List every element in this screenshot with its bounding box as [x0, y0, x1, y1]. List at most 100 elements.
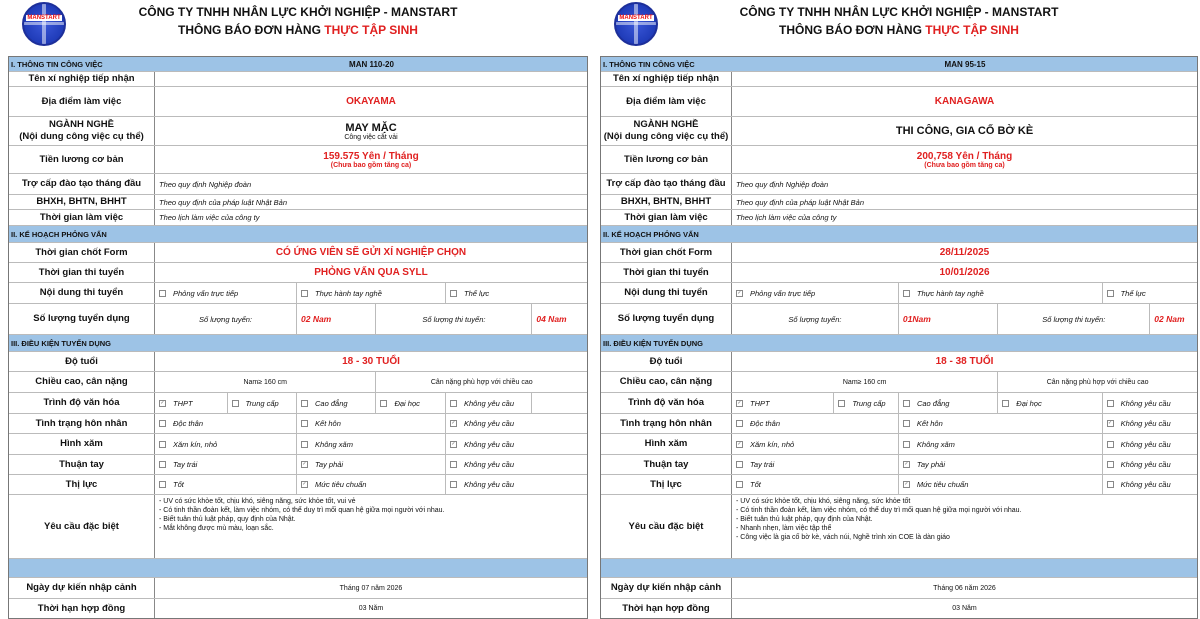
option-cell[interactable]: Cao đẳng [296, 393, 375, 413]
option-cell[interactable]: Không xăm [897, 434, 1102, 454]
option-label: Không yêu cầu [463, 419, 515, 428]
checkbox-icon[interactable] [449, 289, 457, 297]
requirement-line: - Có tinh thần đoàn kết, làm việc nhóm, … [736, 507, 1022, 514]
option-cell[interactable]: Kết hôn [897, 414, 1102, 433]
checkbox-icon[interactable] [301, 289, 309, 297]
field-value: Tháng 06 năm 2026 [732, 578, 1197, 598]
checkbox-checked-icon[interactable]: ✓ [736, 440, 743, 448]
checkbox-icon[interactable] [159, 481, 166, 488]
section-title: II. KẾ HOẠCH PHỎNG VẤN [603, 229, 699, 239]
checkbox-icon[interactable] [736, 420, 743, 427]
field-value: Nam≥ 160 cm Cân nặng phù hợp với chiều ca… [155, 372, 587, 392]
option-cell[interactable]: Tốt [155, 475, 296, 494]
checkbox-icon[interactable] [159, 461, 166, 468]
checkbox-icon[interactable] [159, 289, 166, 297]
option-cell[interactable]: Không yêu cầu [444, 455, 587, 474]
option-label: Không yêu cầu [463, 460, 515, 469]
option-cell[interactable]: Không yêu cầu [444, 393, 531, 413]
checkbox-checked-icon[interactable]: ✓ [902, 461, 910, 468]
checkbox-icon[interactable] [1106, 399, 1114, 407]
option-cell[interactable]: Trung cấp [833, 393, 898, 413]
option-cell[interactable]: Tay trái [732, 455, 898, 474]
option-cell[interactable]: Xăm kín, nhỏ [155, 434, 296, 454]
option-cell[interactable]: Độc thân [732, 414, 898, 433]
checkbox-checked-icon[interactable]: ✓ [301, 461, 309, 468]
checkbox-icon[interactable] [1106, 461, 1114, 468]
option-cell[interactable]: ✓ THPT [155, 393, 227, 413]
checkbox-icon[interactable] [1106, 481, 1114, 488]
option-label: Thể lực [1120, 288, 1146, 298]
option-cell[interactable]: Tốt [732, 475, 898, 494]
field-value: Tay trái ✓ Tay phải Không yêu cầu [732, 455, 1197, 474]
checkbox-checked-icon[interactable]: ✓ [902, 481, 910, 488]
checkbox-icon[interactable] [159, 420, 166, 427]
checkbox-icon[interactable] [902, 440, 910, 448]
checkbox-checked-icon[interactable]: ✓ [449, 420, 457, 427]
checkbox-icon[interactable] [902, 399, 910, 407]
option-cell[interactable]: ✓ THPT [732, 393, 833, 413]
checkbox-checked-icon[interactable]: ✓ [1106, 420, 1114, 427]
option-cell[interactable]: ✓ Tay phải [296, 455, 445, 474]
checkbox-icon[interactable] [736, 481, 743, 488]
split-value: Cân nặng phù hợp với chiều cao [375, 372, 587, 392]
form-row: NGÀNH NGHỀ (Nội dung công việc cụ thể) TH… [601, 116, 1197, 145]
option-cell[interactable]: ✓ Mức tiêu chuẩn [897, 475, 1102, 494]
option-cell[interactable]: Không yêu cầu [1101, 434, 1197, 454]
option-cell[interactable]: Thực hành tay nghề [897, 283, 1102, 303]
option-cell[interactable]: Đại học [375, 393, 445, 413]
checkbox-icon[interactable] [838, 399, 846, 407]
option-cell[interactable]: Không xăm [296, 434, 445, 454]
checkbox-icon[interactable] [1106, 440, 1114, 448]
option-cell[interactable]: Phỏng vấn trực tiếp [155, 283, 296, 303]
option-cell[interactable]: Không yêu cầu [444, 475, 587, 494]
option-cell[interactable]: Cao đẳng [897, 393, 997, 413]
form-row: Địa điểm làm việc OKAYAMA [9, 86, 587, 116]
option-label: Trung cấp [852, 398, 886, 408]
checkbox-icon[interactable] [159, 440, 166, 448]
checkbox-icon[interactable] [380, 399, 388, 407]
checkbox-icon[interactable] [902, 289, 910, 297]
section-header: II. KẾ HOẠCH PHỎNG VẤN [601, 225, 1197, 242]
checkbox-icon[interactable] [231, 399, 239, 407]
form-row: Thời hạn hợp đồng 03 Năm [9, 598, 587, 618]
checkbox-icon[interactable] [736, 461, 743, 468]
checkbox-icon[interactable] [301, 440, 309, 448]
field-label: Trợ cấp đào tạo tháng đầu [601, 174, 732, 194]
value-text: 18 - 30 TUỔI [342, 356, 400, 367]
option-cell[interactable]: Thực hành tay nghề [296, 283, 445, 303]
option-cell[interactable]: ✓ Tay phải [897, 455, 1102, 474]
checkbox-checked-icon[interactable]: ✓ [301, 481, 309, 488]
option-cell[interactable]: Thể lực [444, 283, 587, 303]
option-cell[interactable]: Thể lực [1101, 283, 1197, 303]
checkbox-checked-icon[interactable]: ✓ [159, 399, 166, 407]
option-cell[interactable]: Không yêu cầu [1101, 475, 1197, 494]
option-cell[interactable]: Tay trái [155, 455, 296, 474]
option-cell[interactable]: ✓ Xăm kín, nhỏ [732, 434, 898, 454]
value-cell: Theo quy định của pháp luật Nhật Bản [732, 195, 1197, 209]
checkbox-icon[interactable] [449, 461, 457, 468]
option-cell[interactable]: Không yêu cầu [1101, 393, 1197, 413]
checkbox-icon[interactable] [301, 420, 309, 427]
checkbox-icon[interactable] [902, 420, 910, 427]
checkbox-icon[interactable] [449, 481, 457, 488]
option-cell[interactable]: Kết hôn [296, 414, 445, 433]
option-cell[interactable]: ✓ Mức tiêu chuẩn [296, 475, 445, 494]
checkbox-icon[interactable] [1002, 399, 1010, 407]
option-cell[interactable]: ✓ Không yêu cầu [444, 414, 587, 433]
field-value: 03 Năm [155, 599, 587, 618]
option-cell[interactable]: Trung cấp [226, 393, 297, 413]
field-value: - UV có sức khỏe tốt, chịu khó, siêng nă… [732, 495, 1197, 558]
option-cell[interactable]: ✓ Không yêu cầu [444, 434, 587, 454]
option-cell[interactable]: Độc thân [155, 414, 296, 433]
checkbox-checked-icon[interactable]: ✓ [736, 399, 743, 407]
checkbox-checked-icon[interactable]: ✓ [736, 289, 743, 297]
form-row: Nội dung thi tuyển Phỏng vấn trực tiếp Thự… [9, 282, 587, 303]
checkbox-icon[interactable] [1106, 289, 1114, 297]
option-cell[interactable]: ✓ Không yêu cầu [1101, 414, 1197, 433]
checkbox-icon[interactable] [301, 399, 309, 407]
checkbox-checked-icon[interactable]: ✓ [449, 440, 457, 448]
option-cell[interactable]: Không yêu cầu [1101, 455, 1197, 474]
checkbox-icon[interactable] [449, 399, 457, 407]
option-cell[interactable]: Đại học [997, 393, 1101, 413]
option-cell[interactable]: ✓ Phỏng vấn trực tiếp [732, 283, 898, 303]
